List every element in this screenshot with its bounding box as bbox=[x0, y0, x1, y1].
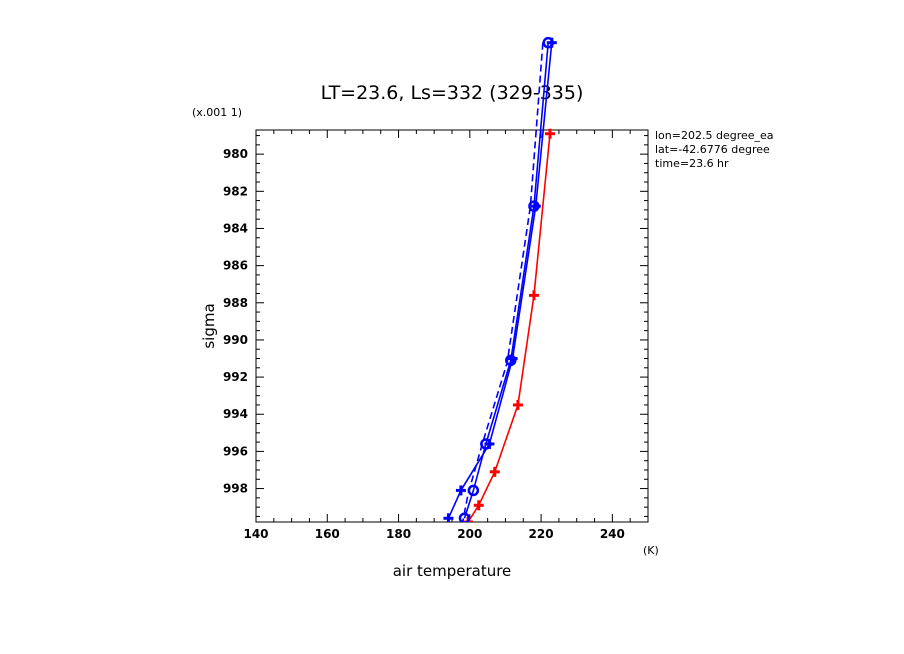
y-axis-ticks: 980 982 984 986 988 990 992 994 996 998 bbox=[223, 135, 648, 517]
series-3-point bbox=[542, 36, 554, 49]
plot-frame bbox=[255, 129, 649, 523]
x-tick-label: 200 bbox=[457, 527, 482, 541]
x-units-label: (K) bbox=[643, 544, 659, 557]
series-1-line bbox=[467, 133, 551, 522]
x-tick-label: 140 bbox=[243, 527, 268, 541]
y-scale-label: (x.001 1) bbox=[192, 106, 242, 119]
series-4-line bbox=[461, 42, 544, 522]
y-axis-label: sigma bbox=[200, 303, 218, 348]
series-layer bbox=[443, 36, 557, 522]
x-axis-ticks: 140 160 180 200 220 240 bbox=[243, 130, 649, 541]
series-3-point bbox=[528, 200, 540, 212]
series-1-point bbox=[489, 466, 500, 477]
series-2-point bbox=[455, 485, 466, 496]
x-tick-label: 240 bbox=[600, 527, 625, 541]
annotation-block: lon=202.5 degree_ea lat=-42.6776 degree … bbox=[655, 129, 774, 170]
y-tick-label: 988 bbox=[223, 296, 248, 310]
x-tick-label: 160 bbox=[315, 527, 340, 541]
series-1-point bbox=[512, 399, 523, 410]
annotation-lat: lat=-42.6776 degree bbox=[655, 143, 770, 156]
x-axis-label: air temperature bbox=[393, 562, 512, 580]
chart-title: LT=23.6, Ls=332 (329-335) bbox=[321, 82, 584, 104]
series-2-line bbox=[447, 42, 553, 519]
y-tick-label: 982 bbox=[223, 184, 248, 198]
y-tick-label: 990 bbox=[223, 333, 248, 347]
series-1-point bbox=[473, 500, 484, 511]
y-tick-label: 994 bbox=[223, 407, 248, 421]
series-3-point bbox=[480, 438, 492, 450]
annotation-lon: lon=202.5 degree_ea bbox=[655, 129, 774, 142]
annotation-time: time=23.6 hr bbox=[655, 157, 729, 170]
y-tick-label: 986 bbox=[223, 259, 248, 273]
x-tick-label: 220 bbox=[529, 527, 554, 541]
series-1-point bbox=[545, 128, 555, 139]
y-tick-label: 998 bbox=[223, 482, 248, 496]
series-1-point bbox=[528, 290, 539, 301]
y-tick-label: 996 bbox=[223, 444, 248, 458]
series-2-point bbox=[443, 513, 454, 522]
y-tick-label: 980 bbox=[223, 147, 248, 161]
series-3-point bbox=[505, 354, 517, 367]
x-tick-label: 180 bbox=[386, 527, 411, 541]
y-tick-label: 992 bbox=[223, 370, 248, 384]
y-tick-label: 984 bbox=[223, 221, 248, 235]
